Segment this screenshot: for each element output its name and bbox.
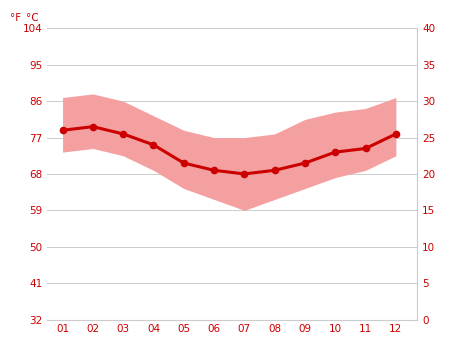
Text: °F: °F	[10, 12, 21, 23]
Text: °C: °C	[26, 12, 39, 23]
